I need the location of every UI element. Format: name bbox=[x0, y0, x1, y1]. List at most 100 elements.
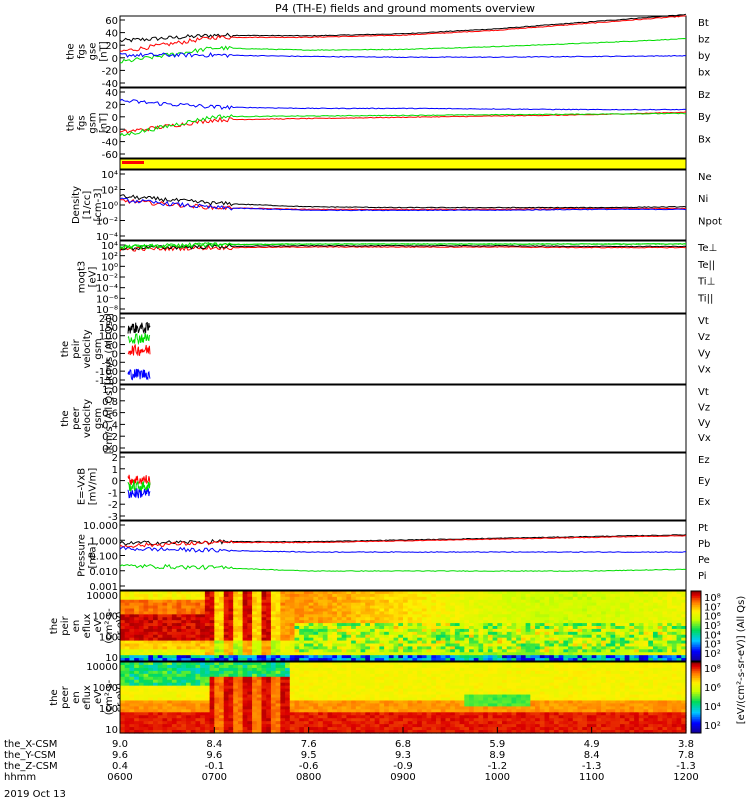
peir-spec-cell bbox=[459, 631, 465, 636]
peer-spec-cell bbox=[332, 667, 338, 672]
peir-spec-cell bbox=[365, 655, 371, 659]
peer-spec-cell bbox=[431, 667, 437, 672]
peir-spec-cell bbox=[412, 634, 418, 639]
peir-spec-cell bbox=[294, 599, 300, 604]
peir-spec-cell bbox=[445, 628, 451, 633]
peer-spec-cell bbox=[459, 691, 465, 696]
peir-spec-cell bbox=[313, 655, 319, 659]
peir-spec-cell bbox=[261, 623, 267, 627]
peir-spec-cell bbox=[454, 637, 461, 642]
peir-spec-cell bbox=[492, 593, 498, 598]
peer-spec-cell bbox=[219, 679, 225, 684]
peer-spec-cell bbox=[157, 679, 164, 684]
peir-spec-cell bbox=[638, 631, 645, 636]
peir-spec-cell bbox=[124, 593, 131, 598]
peir-spec-cell bbox=[186, 637, 192, 642]
peer-spec-cell bbox=[242, 721, 248, 725]
peir-spec-cell bbox=[398, 640, 404, 645]
peir-spec-cell bbox=[478, 643, 484, 648]
peir-spec-cell bbox=[346, 640, 352, 645]
peir-spec-cell bbox=[270, 640, 277, 645]
peer-spec-cell bbox=[459, 703, 465, 707]
peir-spec-cell bbox=[138, 628, 145, 633]
peer-spec-cell bbox=[355, 667, 362, 672]
peir-spec-cell bbox=[657, 591, 664, 595]
peir-spec-cell bbox=[403, 652, 409, 656]
peir-spec-cell bbox=[652, 634, 659, 639]
peer-spec-cell bbox=[153, 685, 159, 690]
peir-spec-cell bbox=[214, 599, 220, 604]
peir-spec-cell bbox=[459, 643, 465, 648]
peir-spec-cell bbox=[516, 634, 522, 639]
peir-spec-cell bbox=[511, 631, 517, 636]
peir-spec-cell bbox=[454, 646, 461, 650]
peer-spec-cell bbox=[138, 697, 145, 702]
peer-spec-cell bbox=[351, 691, 357, 696]
peir-spec-cell bbox=[634, 634, 640, 639]
peir-spec-cell bbox=[223, 637, 230, 642]
peer-spec-cell bbox=[134, 718, 140, 722]
peer-spec-cell bbox=[426, 664, 432, 669]
peir-spec-cell bbox=[601, 626, 607, 630]
peer-spec-cell bbox=[214, 664, 220, 669]
peir-spec-cell bbox=[558, 646, 564, 650]
peir-spec-cell bbox=[365, 599, 371, 604]
peer-spec-cell bbox=[148, 721, 154, 725]
peer-spec-cell bbox=[237, 730, 244, 734]
peir-spec-cell bbox=[681, 611, 687, 615]
peer-spec-cell bbox=[176, 697, 182, 702]
peer-spec-cell bbox=[384, 718, 390, 722]
peer-spec-cell bbox=[195, 688, 201, 693]
peer-spec-cell bbox=[336, 685, 343, 690]
peir-spec-cell bbox=[120, 634, 126, 639]
peir-spec-cell bbox=[544, 640, 550, 645]
peir-spec-cell bbox=[157, 640, 164, 645]
peir-spec-cell bbox=[294, 605, 300, 610]
peir-spec-cell bbox=[520, 626, 527, 630]
peer-spec-cell bbox=[346, 667, 352, 672]
peir-spec-cell bbox=[237, 608, 244, 613]
peer-spec-cell bbox=[341, 709, 347, 713]
peir-spec-cell bbox=[652, 623, 659, 627]
peir-spec-cell bbox=[483, 620, 489, 624]
peer-spec-cell bbox=[436, 673, 442, 678]
peir-spec-cell bbox=[143, 658, 149, 662]
peer-spec-cell bbox=[374, 694, 381, 699]
peir-spec-cell bbox=[582, 591, 588, 595]
peir-spec-cell bbox=[671, 608, 678, 613]
peer-spec-cell bbox=[256, 685, 263, 690]
peir-spec-cell bbox=[275, 608, 281, 613]
peir-spec-cell bbox=[289, 599, 296, 604]
peir-spec-cell bbox=[200, 626, 206, 630]
peer-spec-cell bbox=[431, 724, 437, 728]
peir-spec-cell bbox=[261, 626, 267, 630]
peir-spec-cell bbox=[223, 626, 230, 630]
peir-spec-cell bbox=[662, 608, 668, 613]
peir-spec-cell bbox=[346, 652, 352, 656]
peir-spec-cell bbox=[223, 602, 230, 607]
peer-spec-cell bbox=[355, 697, 362, 702]
peir-spec-cell bbox=[591, 640, 597, 645]
peir-spec-cell bbox=[520, 617, 527, 621]
peir-spec-cell bbox=[502, 591, 508, 595]
peir-spec-cell bbox=[459, 602, 465, 607]
peer-spec-cell bbox=[341, 694, 347, 699]
peer-spec-cell bbox=[464, 700, 470, 705]
peir-spec-cell bbox=[544, 593, 550, 598]
peir-spec-cell bbox=[431, 649, 437, 653]
peer-spec-cell bbox=[407, 676, 414, 681]
peer-spec-cell bbox=[233, 664, 239, 669]
peir-spec-cell bbox=[553, 620, 560, 624]
peir-spec-cell bbox=[360, 620, 366, 624]
peir-spec-cell bbox=[285, 643, 291, 648]
peir-spec-cell bbox=[417, 643, 423, 648]
peir-spec-cell bbox=[176, 617, 182, 621]
peir-spec-cell bbox=[327, 655, 333, 659]
peir-spec-cell bbox=[261, 591, 267, 595]
peir-spec-cell bbox=[596, 617, 602, 621]
peir-spec-cell bbox=[303, 649, 310, 653]
peir-spec-cell bbox=[492, 623, 498, 627]
peir-spec-cell bbox=[473, 634, 480, 639]
peir-spec-cell bbox=[247, 602, 253, 607]
peer-spec-cell bbox=[167, 715, 173, 719]
